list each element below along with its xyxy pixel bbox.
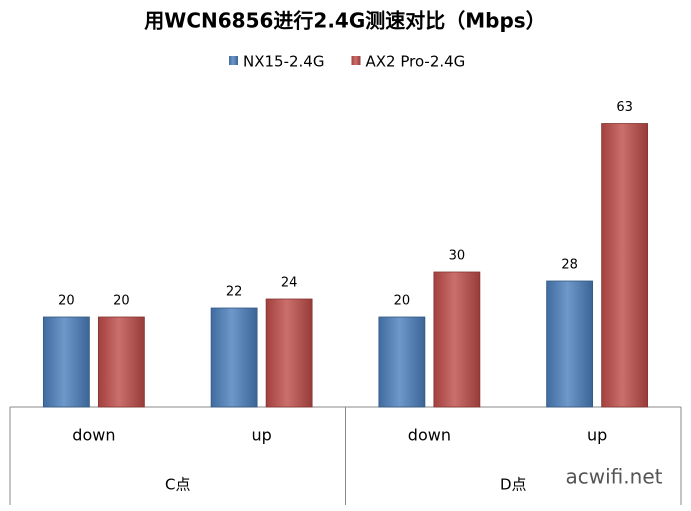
data-label: 28 xyxy=(561,258,578,273)
data-label: 20 xyxy=(113,294,130,309)
bar xyxy=(42,316,90,408)
data-label: 20 xyxy=(394,294,411,309)
bar xyxy=(265,298,313,408)
group-label: D点 xyxy=(500,476,527,494)
legend-label: AX2 Pro-2.4G xyxy=(365,53,465,71)
watermark: acwifi.net xyxy=(566,465,663,489)
legend-swatch xyxy=(351,56,361,65)
x-tick-label: down xyxy=(72,426,115,445)
data-label: 30 xyxy=(449,249,466,264)
bar xyxy=(210,307,258,408)
bar xyxy=(378,316,426,408)
chart-title: 用WCN6856进行2.4G测速对比（Mbps） xyxy=(144,9,545,33)
bar xyxy=(97,316,145,408)
data-label: 24 xyxy=(281,276,298,291)
legend-label: NX15-2.4G xyxy=(243,53,324,71)
bar xyxy=(433,271,481,408)
bar xyxy=(546,280,594,408)
data-label: 20 xyxy=(58,294,75,309)
data-label: 63 xyxy=(616,100,633,115)
data-label: 22 xyxy=(226,285,243,300)
bar xyxy=(601,123,649,408)
group-label: C点 xyxy=(165,476,190,494)
x-tick-label: up xyxy=(251,426,271,445)
legend-swatch xyxy=(229,56,238,65)
x-tick-label: down xyxy=(408,426,451,445)
x-tick-label: up xyxy=(587,426,607,445)
